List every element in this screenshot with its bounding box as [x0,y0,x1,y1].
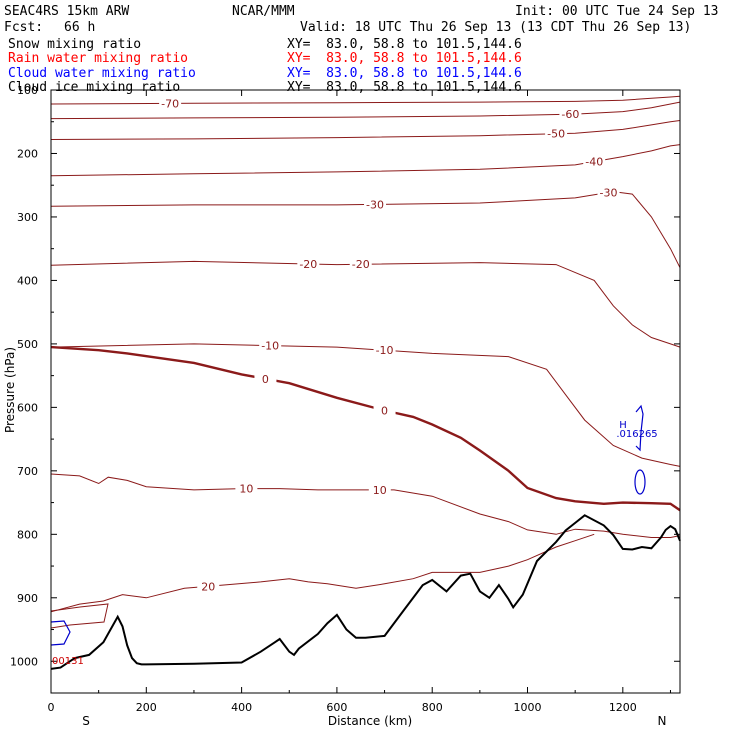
isotherm-line-minus10 [50,343,681,467]
field-xy-cloud-water: XY= 83.0, 58.8 to 101.5,144.6 [287,66,522,81]
y-axis-title: Pressure (hPa) [3,347,17,433]
rain-water-value: 00131 [52,656,84,667]
init-time: Init: 00 UTC Tue 24 Sep 13 [515,4,719,19]
isotherm-line-20 [50,533,595,613]
isotherm-label-bg [254,372,277,384]
x-tick-label: 1200 [609,701,637,714]
isotherm-label-5-1: -20 [352,258,370,271]
cloud-water-contour [635,404,644,452]
x-tick-label: 200 [136,701,157,714]
isotherm-label-7-1: 0 [381,405,388,418]
isotherm-label-bg [373,344,396,356]
plot-frame [50,89,681,694]
isotherm-label-bg [559,108,582,120]
organization-label: NCAR/MMM [232,4,295,19]
isotherm-label-bg [259,339,282,351]
isotherm-line-warm-fragment [50,603,109,629]
isotherm-label-2-0: -50 [547,128,565,141]
isotherm-label-bg [349,258,372,270]
isotherm-label-bg [597,186,620,198]
field-name-cloud-ice: Cloud ice mixing ratio [8,80,181,95]
forecast-hours: 66 h [64,20,96,35]
isotherm-label-bg [373,404,396,416]
forecast-label: Fcst: [4,20,44,35]
x-tick-label: 600 [326,701,347,714]
isotherm-label-bg [197,580,220,592]
isotherm-line-10 [50,473,681,538]
isotherm-label-bg [159,97,182,109]
y-tick-label: 300 [17,211,38,224]
isotherm-label-8-0: 10 [239,483,253,496]
isotherm-label-bg [368,483,391,495]
field-name-rain: Rain water mixing ratio [8,51,189,66]
isotherm-line-minus40 [50,144,681,177]
isotherm-label-6-0: -10 [261,340,279,353]
x-tick-label: 400 [231,701,252,714]
isotherm-line-minus30 [50,191,681,268]
cloud-water-max-value: .016265 [616,429,657,440]
y-tick-label: 1000 [10,655,38,668]
cloud-water-contour [50,620,71,646]
y-tick-label: 600 [17,401,38,414]
isotherm-label-4-0: -30 [366,198,384,211]
y-tick-label: 800 [17,528,38,541]
isotherm-label-8-1: 10 [373,484,387,497]
isotherm-line-minus20 [50,260,681,348]
isotherm-label-0-0: -70 [161,97,179,110]
isotherm-label-7-0: 0 [262,373,269,386]
terrain-layer [50,514,681,670]
field-xy-cloud-ice: XY= 83.0, 58.8 to 101.5,144.6 [287,80,522,95]
field-xy-snow: XY= 83.0, 58.8 to 101.5,144.6 [287,37,522,52]
isotherm-line-0 [50,345,681,512]
isotherm-label-bg [235,482,258,494]
cloud-water-max-marker: H [619,420,627,431]
north-end-label: N [658,714,667,728]
field-name-cloud-water: Cloud water mixing ratio [8,66,196,81]
y-tick-label: 200 [17,147,38,160]
isotherm-label-bg [297,257,320,269]
field-xy-rain: XY= 83.0, 58.8 to 101.5,144.6 [287,51,522,66]
cloud-water-contour [634,469,646,495]
isotherm-line-minus50 [50,120,681,140]
isotherm-line-minus70 [50,95,681,105]
x-tick-label: 0 [48,701,55,714]
isotherm-label-1-0: -60 [561,108,579,121]
isotherm-label-bg [583,155,606,167]
isotherm-label-4-1: -30 [600,186,618,199]
valid-time: Valid: 18 UTC Thu 26 Sep 13 (13 CDT Thu … [300,20,692,35]
isotherm-label-9-0: 20 [201,580,215,593]
isotherm-layer: -70 -60 -50 -40 -30 -30 -20 -20 -10 -10 0 0 10 10 20 [50,95,681,629]
x-tick-label: 1000 [514,701,542,714]
model-title: SEAC4RS 15km ARW [4,4,130,19]
x-axis-title: Distance (km) [328,714,412,728]
terrain-line [50,514,681,670]
y-tick-label: 900 [17,592,38,605]
isotherm-label-bg [545,127,568,139]
isotherm-label-5-0: -20 [299,258,317,271]
cloud-water-layer [50,404,646,646]
isotherm-label-3-0: -40 [585,156,603,169]
y-tick-label: 100 [17,84,38,97]
isotherm-line-minus60 [50,101,681,120]
south-end-label: S [82,714,90,728]
isotherm-label-6-1: -10 [376,344,394,357]
x-tick-label: 800 [422,701,443,714]
field-name-snow: Snow mixing ratio [8,37,142,52]
y-tick-label: 500 [17,338,38,351]
isotherm-label-bg [364,198,387,210]
y-tick-label: 700 [17,465,38,478]
y-tick-label: 400 [17,274,38,287]
